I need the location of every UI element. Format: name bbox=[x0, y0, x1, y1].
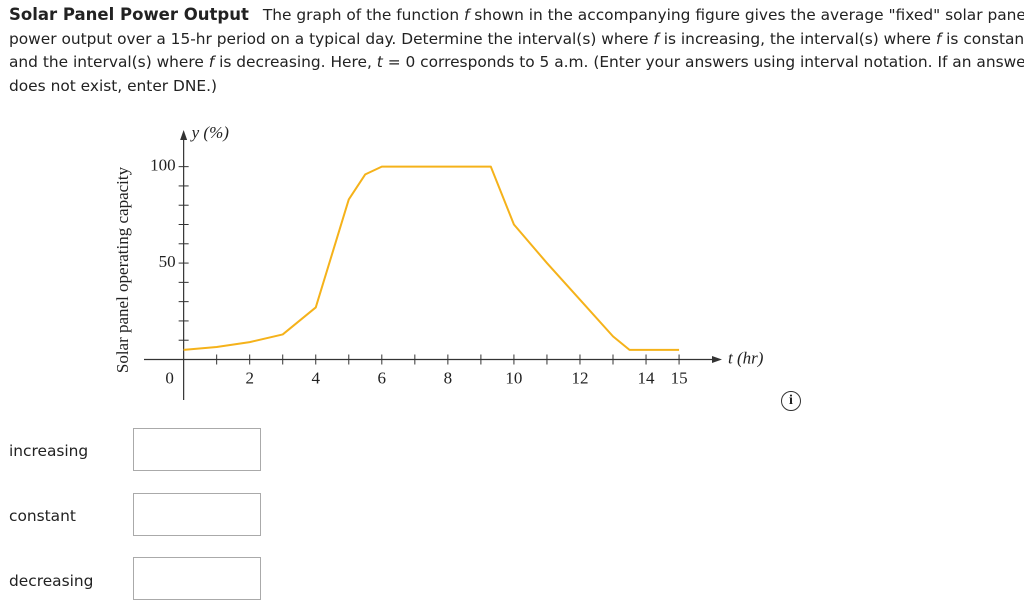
problem-part: is increasing, the interval(s) where bbox=[658, 29, 936, 48]
x-tick-label: 6 bbox=[378, 368, 387, 387]
problem-part: = 0 corresponds to 5 a.m. (Enter your an… bbox=[9, 53, 1024, 95]
y-title: Solar panel operating capacity bbox=[113, 166, 132, 373]
y-arrow bbox=[180, 130, 188, 140]
x-tick-label: 4 bbox=[311, 368, 320, 387]
problem-part: is decreasing. Here, bbox=[214, 53, 377, 71]
data-line bbox=[183, 165, 680, 351]
x-tick-label: 15 bbox=[671, 368, 688, 387]
problem-part: is constant, and the interval(s) where bbox=[9, 29, 1024, 72]
x-tick-label: 10 bbox=[505, 368, 522, 387]
x-arrow bbox=[712, 356, 722, 363]
x-axis-label: t (hr) bbox=[728, 348, 764, 367]
y-tick-label: 100 bbox=[150, 156, 176, 175]
answer-input[interactable] bbox=[133, 557, 261, 600]
y-tick-label: 50 bbox=[159, 252, 176, 271]
answer-label: constant bbox=[9, 507, 76, 525]
answer-input[interactable] bbox=[133, 493, 261, 536]
chart: 2 4 6 8 10 12 14 15 50 100 0 y (%) t (hr) Solar panel… bbox=[113, 123, 764, 400]
math-var: f bbox=[935, 29, 942, 48]
x-tick-label: 8 bbox=[444, 368, 453, 387]
answer-label: increasing bbox=[9, 442, 89, 460]
x-tick-label: 12 bbox=[571, 368, 588, 387]
y-axis-label: y (%) bbox=[190, 123, 230, 142]
problem-text: Solar Panel Power Output The graph of the… bbox=[9, 3, 1024, 98]
math-var: f bbox=[208, 53, 215, 71]
info-icon[interactable]: i bbox=[781, 391, 801, 411]
answer-input[interactable] bbox=[133, 428, 261, 471]
math-var: t bbox=[376, 53, 383, 71]
math-var: f bbox=[653, 29, 659, 48]
problem-part: The graph of the function bbox=[262, 6, 464, 24]
problem-part: shown in the accompanying figure gives t… bbox=[9, 6, 1024, 48]
math-var: f bbox=[463, 6, 470, 24]
origin-label: 0 bbox=[165, 368, 174, 387]
answer-label: decreasing bbox=[9, 572, 94, 590]
problem-title: Solar Panel Power Output bbox=[9, 5, 249, 24]
x-tick-label: 14 bbox=[638, 368, 656, 387]
x-tick-label: 2 bbox=[245, 368, 254, 387]
